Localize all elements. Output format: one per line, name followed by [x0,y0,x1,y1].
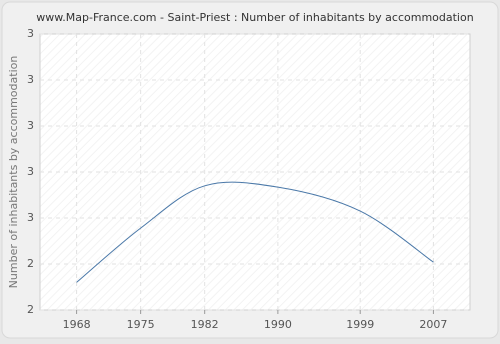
y-tick-label: 3 [27,119,34,132]
x-tick-label: 2007 [419,318,447,331]
y-tick-label: 3 [27,73,34,86]
y-tick-label: 2 [27,303,34,316]
plot-area [39,33,471,311]
y-tick-label: 3 [27,27,34,40]
y-tick-label: 3 [27,211,34,224]
x-tick-label: 1982 [191,318,219,331]
y-tick-label: 3 [27,165,34,178]
x-tick-label: 1975 [127,318,155,331]
x-tick-label: 1968 [63,318,91,331]
x-tick-label: 1999 [346,318,374,331]
y-axis-label: Number of inhabitants by accommodation [7,56,20,289]
y-tick-label: 2 [27,257,34,270]
chart-title: www.Map-France.com - Saint-Priest : Numb… [36,11,473,24]
line-series [76,181,434,283]
x-tick-label: 1990 [264,318,292,331]
